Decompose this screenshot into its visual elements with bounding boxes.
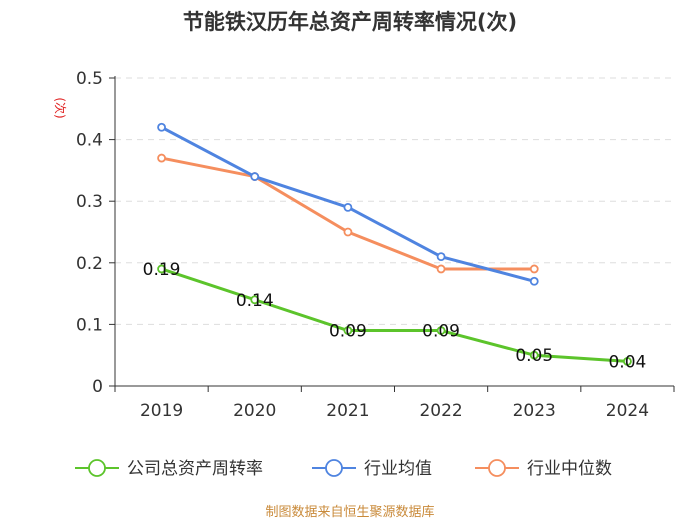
data-point xyxy=(343,326,353,335)
data-point xyxy=(250,172,260,181)
x-tick-label: 2019 xyxy=(140,401,183,421)
legend: 公司总资产周转率 行业均值 行业中位数 xyxy=(75,459,612,479)
data-point xyxy=(436,264,446,274)
y-tick-label: 0.4 xyxy=(76,131,103,151)
data-point xyxy=(343,227,353,237)
x-tick-label: 2021 xyxy=(326,401,369,421)
legend-label: 公司总资产周转率 xyxy=(127,459,263,479)
grid xyxy=(115,77,674,325)
legend-label: 行业均值 xyxy=(364,459,432,479)
x-tick-label: 2024 xyxy=(606,401,649,421)
data-point xyxy=(157,153,166,163)
data-label: 0.14 xyxy=(236,291,274,311)
legend-marker xyxy=(88,459,106,477)
x-tick-label: 2022 xyxy=(419,401,462,421)
data-point xyxy=(529,276,539,286)
legend-marker xyxy=(488,459,506,477)
chart-title: 节能铁汉历年总资产周转率情况(次) xyxy=(183,10,517,34)
data-label: 0.05 xyxy=(515,346,553,366)
data-point xyxy=(529,350,539,360)
data-label: 0.19 xyxy=(143,260,181,280)
series-line-0 xyxy=(161,267,628,363)
series-group: 0.19 0.14 0.09 0.09 0.05 0.04 xyxy=(143,122,646,372)
data-point xyxy=(250,295,260,305)
legend-label: 行业中位数 xyxy=(527,459,612,479)
data-point xyxy=(436,326,446,335)
data-label: 0.04 xyxy=(608,352,646,372)
data-point xyxy=(436,252,446,262)
y-tick-label: 0 xyxy=(92,377,103,397)
data-point xyxy=(343,202,353,212)
x-tick-label: 2023 xyxy=(513,401,556,421)
y-tick-label: 0.5 xyxy=(76,69,103,89)
y-axis-label: (次) xyxy=(53,97,67,118)
y-tick-label: 0.1 xyxy=(76,315,103,335)
x-tick-label: 2020 xyxy=(233,401,276,421)
data-point xyxy=(157,122,166,132)
y-tick-label: 0.3 xyxy=(76,192,103,212)
y-tick-label: 0.2 xyxy=(76,254,103,274)
data-label: 0.09 xyxy=(422,322,460,342)
data-point xyxy=(529,264,539,274)
series-line-2 xyxy=(161,156,535,271)
axes: 0 0.1 0.2 0.3 0.4 0.5 2019 2020 2021 2022 2023 2024 xyxy=(76,69,675,421)
data-label: 0.09 xyxy=(329,322,367,342)
data-point xyxy=(623,356,632,366)
data-point xyxy=(157,264,166,274)
source-note: 制图数据来自恒生聚源数据库 xyxy=(265,504,434,520)
legend-marker xyxy=(325,459,343,477)
